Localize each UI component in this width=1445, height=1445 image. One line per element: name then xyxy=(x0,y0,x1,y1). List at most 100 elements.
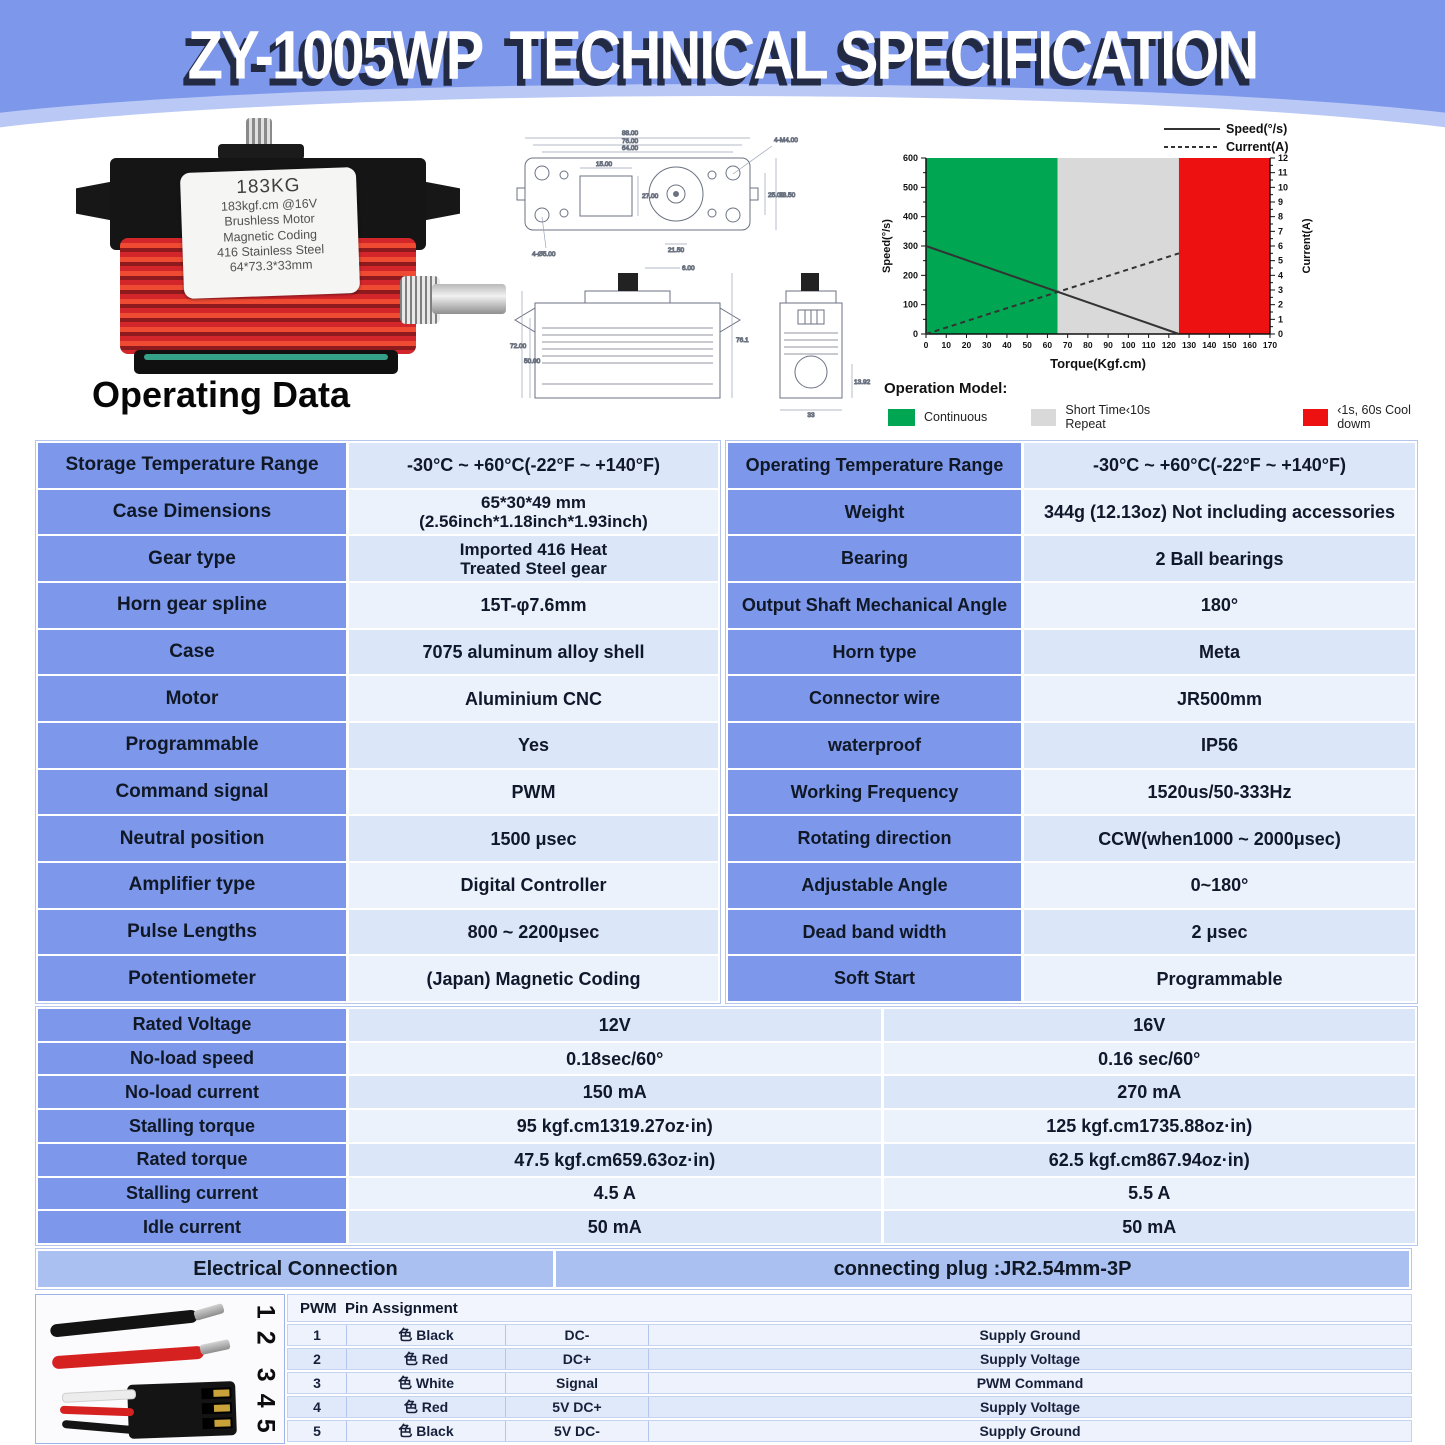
dim-text: 13.92 xyxy=(854,379,871,386)
pin-color-cell: 色 Black xyxy=(347,1421,506,1441)
chart-text: 4 xyxy=(1278,270,1283,280)
spline-base xyxy=(218,144,304,160)
wire-tip xyxy=(199,1338,231,1356)
pin-color-cell: 色 White xyxy=(347,1373,506,1393)
spec-row: Rotating direction CCW(when1000 ~ 2000μse… xyxy=(728,816,1415,862)
spec-label-cell: Weight xyxy=(728,489,1021,535)
spec-label-cell: Adjustable Angle xyxy=(728,863,1021,908)
chart-text: 2 xyxy=(1278,300,1283,310)
white-wire xyxy=(61,1389,137,1403)
voltage-label-cell: Stalling current xyxy=(38,1177,346,1210)
chart-text: 100 xyxy=(903,300,918,310)
chart-text: 5 xyxy=(1278,256,1283,266)
pin-number-labels: 1 2 3 4 5 xyxy=(252,1299,280,1439)
spec-row: waterproof IP56 xyxy=(728,723,1415,768)
spec-value-cell: 1500 μsec xyxy=(349,816,718,862)
voltage-16v-cell: 62.5 kgf.cm867.94oz·in) xyxy=(883,1143,1415,1176)
dim-text: 27.00 xyxy=(642,193,659,200)
voltage-performance-table: Rated Voltage 12V 16V No-load speed 0.18sec/… xyxy=(35,1006,1418,1246)
spec-label-cell: Programmable xyxy=(38,723,346,768)
spec-value-cell: 344g (12.13oz) Not including accessories xyxy=(1024,489,1415,535)
legend-swatch xyxy=(1303,408,1329,426)
voltage-label-cell: Rated Voltage xyxy=(38,1009,346,1041)
black-wire xyxy=(61,1419,135,1435)
dim-text: 88.00 xyxy=(622,130,639,137)
voltage-label-cell: No-load speed xyxy=(38,1042,346,1075)
chart-text: Current(A) xyxy=(1226,140,1289,154)
operation-model-legend: Operation Model: Continuous Short Time‹10… xyxy=(884,380,1440,431)
voltage-label-cell: Stalling torque xyxy=(38,1110,346,1142)
dim-text: 4-Ø5.00 xyxy=(532,251,556,258)
dim-text: 33 xyxy=(807,412,815,418)
spec-value-cell: Yes xyxy=(349,723,718,768)
spec-label-cell: Potentiometer xyxy=(38,956,346,1002)
chart-text: 50 xyxy=(1022,340,1032,350)
pin-description-cell: Supply Voltage xyxy=(979,1351,1081,1367)
voltage-12v-cell: 50 mA xyxy=(349,1211,881,1244)
spec-row: Motor Aluminium CNC xyxy=(38,676,718,722)
spec-row: Storage Temperature Range -30°C ~ +60°C(-… xyxy=(38,443,718,488)
voltage-12v-cell: 150 mA xyxy=(349,1076,881,1109)
pin-color-cell: 色 Black xyxy=(347,1325,506,1345)
spec-row: Gear type Imported 416 Heat Treated Steel… xyxy=(38,536,718,582)
spec-row: Operating Temperature Range -30°C ~ +60°C… xyxy=(728,443,1415,488)
spec-value-cell: CCW(when1000 ~ 2000μsec) xyxy=(1024,816,1415,862)
voltage-row: Rated torque 47.5 kgf.cm659.63oz·in) 62.5 … xyxy=(38,1143,1415,1176)
voltage-12v-cell: 47.5 kgf.cm659.63oz·in) xyxy=(349,1143,881,1176)
product-label: 183KG 183kgf.cm @16V Brushless Motor Mag… xyxy=(179,166,361,300)
spec-row: Working Frequency 1520us/50-333Hz xyxy=(728,769,1415,815)
spec-row: Output Shaft Mechanical Angle 180° xyxy=(728,583,1415,628)
voltage-label-cell: Rated torque xyxy=(38,1143,346,1176)
voltage-12v-cell: 0.18sec/60° xyxy=(349,1042,881,1075)
chart-text: 400 xyxy=(903,212,918,222)
pin-digit: 5 xyxy=(251,1418,280,1433)
spec-label-cell: Amplifier type xyxy=(38,863,346,908)
spec-value-cell: 1520us/50-333Hz xyxy=(1024,769,1415,815)
side-shaft xyxy=(432,284,506,314)
voltage-16v-cell: 16V xyxy=(883,1009,1415,1041)
pin-description-cell: PWM Command xyxy=(976,1375,1084,1391)
spec-value-cell: Imported 416 Heat Treated Steel gear xyxy=(349,536,718,582)
chart-text: 110 xyxy=(1142,340,1156,350)
chart-text: 500 xyxy=(903,182,918,192)
chart-zone xyxy=(926,158,1058,334)
torque-speed-current-chart: 0 10 20 30 40 50 60 70 80 90 100 110 120 130 140 150 160… xyxy=(881,122,1313,371)
product-photo: 183KG 183kgf.cm @16V Brushless Motor Mag… xyxy=(70,118,506,380)
chart-text: 0 xyxy=(924,340,929,350)
chart-text: 10 xyxy=(942,340,952,350)
dimension-drawings: 88.00 76.00 64.00 15.00 27.00 25.00 38.5… xyxy=(480,118,878,419)
dim-text: 6.00 xyxy=(682,265,695,272)
voltage-12v-cell: 4.5 A xyxy=(349,1177,881,1210)
chart-text: 9 xyxy=(1278,197,1283,207)
voltage-row: Rated Voltage 12V 16V xyxy=(38,1009,1415,1041)
spec-value-cell: 2 μsec xyxy=(1024,909,1415,955)
voltage-16v-cell: 125 kgf.cm1735.88oz·in) xyxy=(883,1110,1415,1142)
spec-row: Case Dimensions 65*30*49 mm (2.56inch*1.1… xyxy=(38,489,718,535)
spec-label-cell: Operating Temperature Range xyxy=(728,443,1021,488)
chart-text: 12 xyxy=(1278,153,1288,163)
chart-text: 0 xyxy=(913,329,918,339)
chart-zone xyxy=(1057,158,1179,334)
spec-row: Adjustable Angle 0~180° xyxy=(728,863,1415,908)
voltage-16v-cell: 270 mA xyxy=(883,1076,1415,1109)
voltage-12v-cell: 12V xyxy=(349,1009,881,1041)
dim-text: 4-M4.00 xyxy=(774,137,798,144)
spec-value-cell: 0~180° xyxy=(1024,863,1415,908)
header-banner xyxy=(0,0,1445,140)
voltage-16v-cell: 0.16 sec/60° xyxy=(883,1042,1415,1075)
chart-text: 8 xyxy=(1278,212,1283,222)
pin-digit: 4 xyxy=(251,1393,280,1408)
pin-digit: 2 xyxy=(251,1330,280,1345)
operation-model-title: Operation Model: xyxy=(884,380,1008,397)
chart-text: 70 xyxy=(1063,340,1073,350)
electrical-connection-title: Electrical Connection xyxy=(38,1251,553,1287)
chart-text: 1 xyxy=(1278,314,1283,324)
spec-row: Neutral position 1500 μsec xyxy=(38,816,718,862)
red-wire xyxy=(51,1345,205,1370)
performance-chart: 0 10 20 30 40 50 60 70 80 90 100 110 120 130 140 150 160… xyxy=(876,116,1438,383)
voltage-label-cell: Idle current xyxy=(38,1211,346,1244)
chart-text: 40 xyxy=(1002,340,1012,350)
spec-row: Pulse Lengths 800 ~ 2200μsec xyxy=(38,909,718,955)
jr-plug xyxy=(127,1381,237,1439)
spec-value-cell: Programmable xyxy=(1024,956,1415,1002)
